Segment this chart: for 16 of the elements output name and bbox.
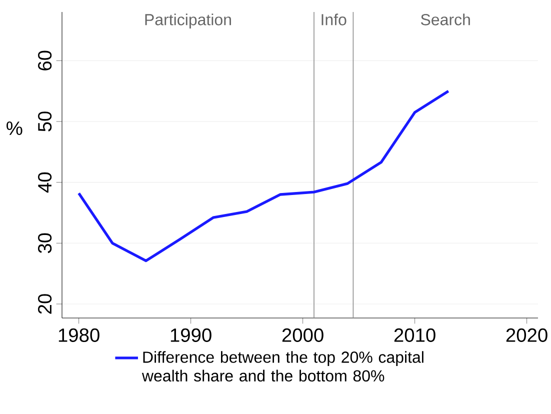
x-tick-label: 1980 — [58, 328, 100, 342]
y-tick-label: 20 — [38, 294, 52, 314]
x-tick-label: 2010 — [394, 328, 436, 342]
y-tick-label: 50 — [38, 112, 52, 132]
x-tick-label: 2020 — [506, 328, 548, 342]
x-tick-label: 1990 — [170, 328, 212, 342]
legend-label: Difference between the top 20% capital wealth share and the bottom 80% — [142, 351, 424, 382]
line-series — [77, 90, 450, 262]
annotation: Info — [322, 14, 346, 26]
y-tick-label: 40 — [38, 172, 52, 193]
x-tick-label: 2000 — [282, 328, 324, 342]
y-tick-label: 30 — [38, 233, 52, 254]
y-axis-title: % — [6, 122, 22, 135]
annotation: Search — [420, 14, 470, 26]
annotation: Participation — [145, 14, 231, 29]
y-tick-label: 60 — [38, 50, 52, 70]
